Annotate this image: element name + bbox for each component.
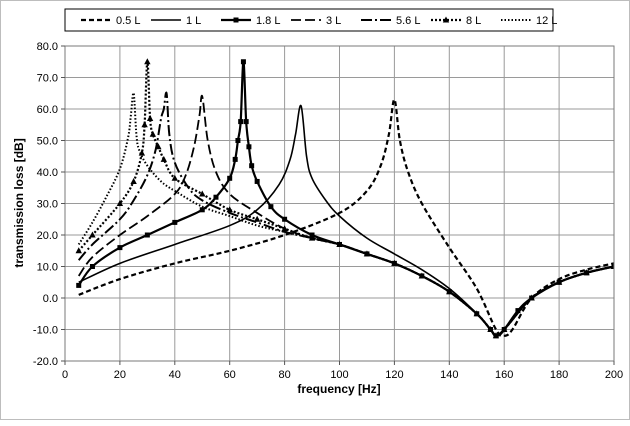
- data-point: [446, 288, 453, 295]
- y-tick-label: 60.0: [37, 104, 58, 116]
- legend-label: 1.8 L: [256, 15, 280, 27]
- data-point: [117, 245, 123, 251]
- data-point: [199, 190, 206, 197]
- x-tick-label: 200: [605, 369, 623, 381]
- data-point: [75, 247, 82, 254]
- data-point: [254, 178, 260, 184]
- legend-entry: 8 L: [431, 15, 481, 27]
- y-tick-label: 80.0: [37, 41, 58, 53]
- data-point: [418, 272, 426, 279]
- data-point: [240, 59, 246, 65]
- data-point: [199, 207, 205, 213]
- data-point: [213, 194, 219, 200]
- tick-labels: 0 20 40 60 80 100 120 140 160 180 200 -20.0 -10.0 0.0…: [33, 41, 623, 381]
- x-tick-label: 20: [114, 369, 126, 381]
- legend-entry: 5.6 L: [361, 15, 420, 27]
- y-axis-title: transmission loss [dB]: [12, 138, 26, 267]
- series-1: [78, 98, 614, 338]
- y-tick-label: -20.0: [33, 356, 58, 368]
- data-point: [146, 114, 154, 121]
- y-tick-label: 20.0: [37, 230, 58, 242]
- data-point: [171, 174, 178, 181]
- data-point: [89, 231, 96, 238]
- data-point: [492, 332, 500, 339]
- legend: 0.5 L 1 L 1.8 L 3 L 5.6 L 8 L 12 L: [64, 8, 557, 32]
- legend-label: 0.5 L: [116, 15, 140, 27]
- series-line: [77, 91, 614, 337]
- x-tick-label: 180: [550, 369, 568, 381]
- y-tick-label: -10.0: [33, 325, 58, 337]
- legend-entry: 1.8 L: [221, 15, 280, 27]
- data-point: [238, 119, 244, 125]
- data-point: [149, 130, 157, 137]
- x-tick-label: 80: [278, 369, 290, 381]
- x-tick-label: 100: [330, 369, 348, 381]
- data-point: [268, 204, 274, 210]
- legend-marker: [233, 17, 239, 23]
- legend-label: 12 L: [536, 15, 557, 27]
- data-point: [155, 143, 162, 150]
- y-tick-label: 0.0: [43, 293, 58, 305]
- data-point: [473, 310, 480, 317]
- data-point: [160, 155, 168, 162]
- data-point: [172, 219, 178, 225]
- legend-label: 1 L: [186, 15, 201, 27]
- y-tick-label: 40.0: [37, 167, 58, 179]
- data-point: [144, 232, 150, 238]
- data-point: [235, 138, 241, 143]
- data-point: [515, 308, 521, 314]
- data-point: [226, 206, 233, 213]
- data-point: [232, 156, 238, 162]
- data-point: [610, 263, 614, 269]
- y-tick-label: 70.0: [37, 73, 58, 85]
- legend-entry: 3 L: [291, 15, 341, 27]
- data-point: [243, 119, 249, 125]
- series-5: [77, 91, 614, 337]
- y-tick-label: 30.0: [37, 199, 58, 211]
- data-point: [116, 200, 124, 206]
- data-point: [487, 326, 494, 332]
- data-point: [141, 121, 148, 128]
- data-point: [89, 264, 95, 269]
- series-line: [78, 98, 614, 338]
- y-tick-label: 50.0: [37, 136, 58, 148]
- x-axis-title: frequency [Hz]: [297, 382, 380, 396]
- data-point: [249, 163, 255, 169]
- legend-label: 8 L: [466, 15, 481, 27]
- x-tick-label: 0: [62, 369, 68, 381]
- legend-marker: [442, 16, 450, 23]
- y-tick-label: 10.0: [37, 262, 58, 274]
- x-tick-label: 40: [169, 369, 181, 381]
- legend-label: 3 L: [326, 15, 341, 27]
- data-point: [130, 177, 137, 184]
- legend-label: 5.6 L: [396, 15, 420, 27]
- legend-entry: 1 L: [151, 15, 201, 27]
- x-tick-label: 60: [224, 369, 236, 381]
- legend-entry: 12 L: [501, 15, 557, 27]
- data-point: [282, 216, 288, 222]
- data-point: [227, 175, 233, 181]
- data-point: [253, 215, 261, 222]
- data-point: [528, 294, 535, 301]
- x-tick-label: 120: [385, 369, 403, 381]
- data-point: [76, 282, 82, 288]
- x-tick-label: 140: [440, 369, 458, 381]
- data-point: [246, 144, 252, 150]
- legend-entry: 0.5 L: [81, 15, 140, 27]
- data-point: [144, 58, 151, 65]
- x-tick-label: 160: [495, 369, 513, 381]
- series-layer: [75, 58, 614, 339]
- data-point: [281, 225, 288, 232]
